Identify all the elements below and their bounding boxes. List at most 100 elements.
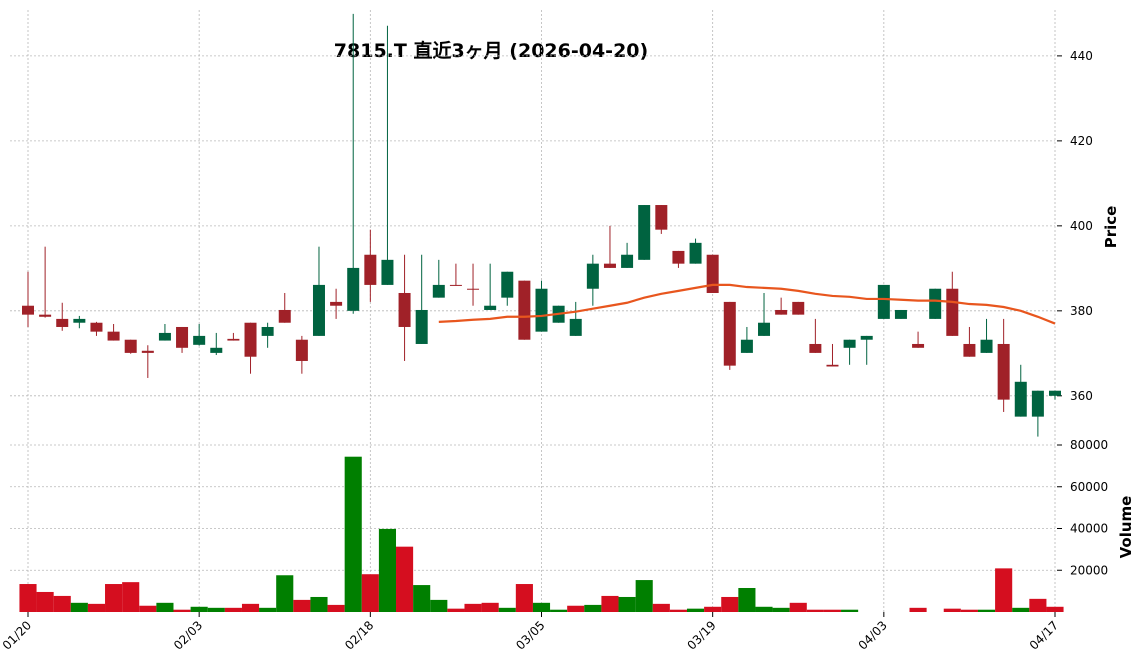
candle-body bbox=[312, 284, 325, 336]
y2-tick-label: 80000 bbox=[1070, 438, 1108, 452]
candle-body bbox=[1014, 381, 1027, 417]
volume-bar bbox=[293, 599, 311, 612]
volume-bar bbox=[789, 602, 807, 612]
volume-bar bbox=[19, 584, 37, 612]
candle-body bbox=[330, 301, 343, 306]
volume-bar bbox=[396, 546, 414, 612]
candle-body bbox=[672, 250, 685, 264]
candle-body bbox=[193, 335, 206, 345]
candle-body bbox=[689, 242, 702, 264]
volume-bar bbox=[550, 609, 568, 612]
volume-bar bbox=[87, 603, 106, 612]
volume-bar bbox=[823, 609, 842, 612]
volume-bar bbox=[207, 607, 225, 612]
candle-body bbox=[381, 259, 394, 285]
volume-bar bbox=[532, 602, 551, 612]
candle-body bbox=[963, 343, 976, 357]
candle-body bbox=[210, 347, 223, 353]
volume-bar bbox=[241, 603, 260, 612]
candle-body bbox=[706, 254, 719, 293]
candle-body bbox=[295, 339, 308, 361]
candle-body bbox=[535, 288, 548, 332]
y-tick-label: 440 bbox=[1070, 49, 1093, 63]
volume-bar bbox=[53, 595, 71, 612]
volume-bar bbox=[686, 608, 705, 612]
candle-body bbox=[518, 280, 531, 340]
volume-bar bbox=[1012, 607, 1030, 612]
y2-tick-label: 20000 bbox=[1070, 563, 1108, 577]
candle-body bbox=[90, 322, 103, 332]
y-axis-title: Price bbox=[1102, 206, 1120, 249]
candle-body bbox=[227, 338, 240, 341]
volume-bar bbox=[567, 605, 585, 612]
volume-bar bbox=[498, 607, 516, 612]
candle-body bbox=[946, 288, 959, 336]
candle-body bbox=[912, 343, 925, 348]
candle-body bbox=[723, 301, 736, 366]
volume-bar bbox=[943, 608, 961, 612]
y2-axis-title: Volume bbox=[1117, 496, 1135, 559]
volume-bar bbox=[173, 609, 191, 612]
candle-body bbox=[758, 322, 771, 336]
volume-bar bbox=[755, 606, 773, 612]
volume-bar bbox=[413, 585, 431, 612]
x-tick-label: 02/18 bbox=[342, 618, 376, 652]
candle-body bbox=[278, 309, 291, 323]
candle-body bbox=[655, 205, 668, 230]
volume-bar bbox=[721, 596, 739, 612]
candle-body bbox=[415, 309, 428, 344]
volume-bar bbox=[841, 609, 859, 612]
candle-body bbox=[1031, 390, 1044, 417]
candle-body bbox=[39, 314, 52, 317]
volume-bar bbox=[327, 604, 345, 612]
x-tick-label: 04/17 bbox=[1027, 618, 1061, 652]
volume-bar bbox=[704, 606, 722, 612]
volume-bar bbox=[156, 602, 174, 612]
volume-bar bbox=[995, 568, 1013, 612]
volume-bar bbox=[652, 603, 670, 612]
volume-bar bbox=[772, 607, 790, 612]
candle-body bbox=[141, 350, 154, 353]
candle-body bbox=[929, 288, 942, 319]
volume-bar bbox=[276, 575, 294, 612]
candle-body bbox=[621, 254, 634, 268]
candle-body bbox=[860, 335, 873, 340]
volume-bar bbox=[259, 607, 277, 612]
volume-bar bbox=[806, 609, 824, 612]
volume-bar bbox=[669, 609, 687, 612]
candle-body bbox=[775, 309, 788, 315]
candle-body bbox=[467, 288, 480, 290]
volume-bar bbox=[481, 602, 499, 612]
volume-bar bbox=[122, 582, 140, 612]
x-tick-label: 03/05 bbox=[513, 618, 547, 652]
y-tick-label: 380 bbox=[1070, 304, 1093, 318]
volume-bar bbox=[738, 587, 756, 612]
candle-body bbox=[364, 254, 377, 285]
volume-bar bbox=[310, 596, 328, 612]
volume-bar bbox=[618, 596, 636, 612]
candle-body bbox=[877, 284, 890, 319]
candle-body bbox=[603, 263, 616, 268]
candle-body bbox=[809, 343, 822, 353]
candle-body bbox=[501, 271, 514, 298]
candle-body bbox=[73, 318, 86, 323]
volume-bar bbox=[378, 528, 397, 612]
volume-bar bbox=[190, 606, 208, 612]
volume-bar bbox=[139, 605, 157, 612]
volume-bar bbox=[1046, 606, 1064, 612]
candle-body bbox=[843, 339, 856, 348]
y2-tick-label: 40000 bbox=[1070, 522, 1108, 536]
x-tick-label: 03/19 bbox=[684, 618, 718, 652]
x-tick-label: 01/20 bbox=[0, 618, 34, 652]
volume-bar bbox=[70, 602, 88, 612]
candle-body bbox=[432, 284, 445, 298]
volume-bar bbox=[1029, 598, 1047, 612]
y-tick-label: 420 bbox=[1070, 134, 1093, 148]
candle-body bbox=[124, 339, 137, 353]
volume-bar bbox=[105, 584, 123, 612]
candle-body bbox=[997, 343, 1010, 400]
candle-body bbox=[980, 339, 993, 353]
volume-bar bbox=[36, 591, 54, 612]
candle-body bbox=[347, 267, 360, 311]
y-tick-label: 360 bbox=[1070, 389, 1093, 403]
